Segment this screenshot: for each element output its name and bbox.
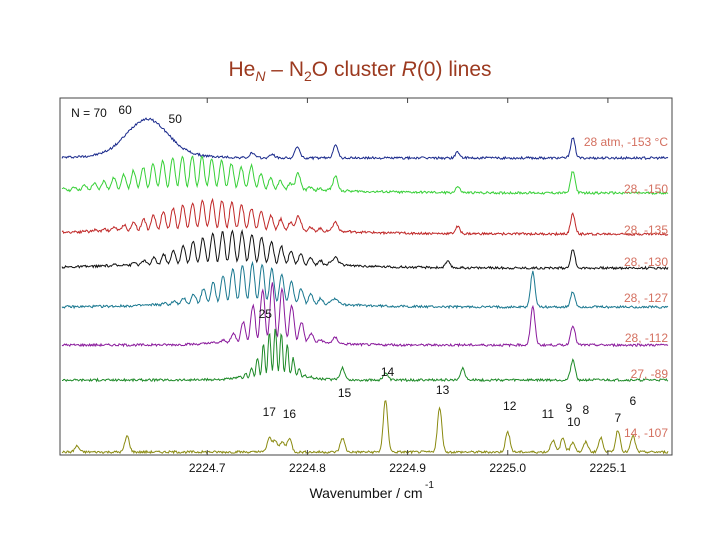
series-label-8: 14, -107: [624, 426, 668, 440]
peak-annotation-5: 14: [381, 365, 395, 379]
peak-annotation-9: 16: [283, 407, 297, 421]
peak-annotation-1: N = 70: [71, 106, 107, 120]
x-tick-label-4: 2225.0: [489, 461, 526, 475]
peak-annotation-11: 11: [542, 407, 555, 421]
series-label-2: 28, -150: [624, 182, 668, 196]
peak-annotation-12: 9: [565, 401, 572, 415]
series-label-6: 28, -112: [625, 331, 668, 345]
peak-annotation-10: 12: [503, 399, 517, 413]
x-tick-label-2: 2224.8: [289, 461, 326, 475]
series-line-3: [61, 197, 669, 237]
title-sub-n: N: [255, 68, 266, 85]
series-line-5: [61, 260, 669, 310]
x-axis-label-superscript: -1: [425, 480, 434, 491]
title-prefix: He: [228, 58, 256, 81]
peak-annotation-2: 60: [118, 103, 132, 117]
peak-annotation-7: 13: [436, 383, 450, 397]
peak-annotation-16: 6: [630, 394, 637, 408]
series-line-4: [61, 228, 669, 271]
series-layer: [61, 117, 669, 455]
series-label-5: 28, -127: [624, 291, 668, 305]
peak-annotation-4: 25: [259, 307, 273, 321]
peak-annotation-6: 15: [338, 386, 352, 400]
peak-annotation-15: 7: [615, 411, 622, 425]
title-sub-2: 2: [303, 68, 312, 85]
x-tick-label-5: 2225.1: [590, 461, 627, 475]
chart-title: HeN – N2O cluster R(0) lines: [0, 58, 720, 84]
series-line-1: [61, 117, 669, 161]
title-after: O cluster: [311, 58, 402, 81]
series-label-1: 28 atm, -153 °C: [584, 135, 669, 149]
label-layer: 28 atm, -153 °C 28, -150 28, -135 28, -130 2…: [584, 135, 669, 440]
x-axis-label: Wavenumber / cm: [309, 485, 422, 501]
x-tick-label-1: 2224.7: [189, 461, 226, 475]
series-label-4: 28, -130: [624, 255, 668, 269]
peak-annotation-13: 10: [567, 415, 581, 429]
x-axis: 2224.7 2224.8 2224.9 2225.0 2225.1: [189, 98, 627, 475]
peak-annotation-8: 17: [263, 405, 277, 419]
x-tick-label-3: 2224.9: [389, 461, 426, 475]
title-suffix: (0) lines: [416, 58, 492, 81]
plot-frame: [59, 97, 673, 456]
series-label-3: 28, -135: [624, 223, 668, 237]
series-line-6: [61, 282, 669, 348]
series-line-8: [61, 400, 669, 455]
title-italic-r: R: [401, 58, 417, 81]
title-mid: – N: [265, 58, 304, 81]
series-line-7: [62, 328, 669, 383]
peak-annotation-3: 50: [169, 112, 183, 126]
peak-annotation-14: 8: [583, 403, 590, 417]
series-label-7: 27, -89: [631, 367, 669, 381]
series-line-2: [61, 155, 669, 195]
